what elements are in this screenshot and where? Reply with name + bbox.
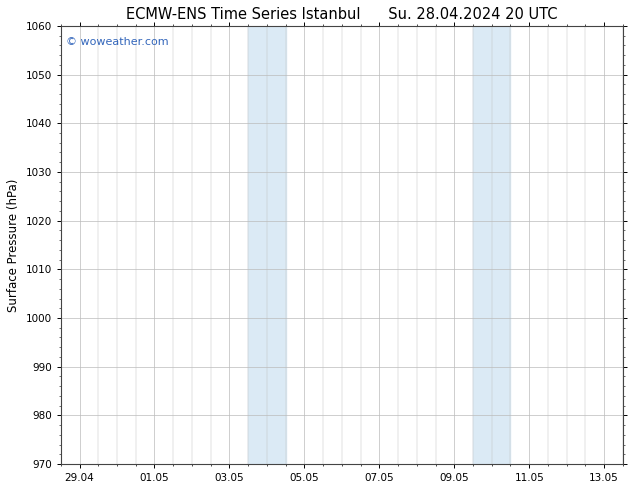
Text: © woweather.com: © woweather.com	[67, 37, 169, 47]
Bar	[492, 26, 510, 464]
Bar	[473, 26, 492, 464]
Bar	[248, 26, 267, 464]
Bar	[267, 26, 286, 464]
Title: ECMW-ENS Time Series Istanbul      Su. 28.04.2024 20 UTC: ECMW-ENS Time Series Istanbul Su. 28.04.…	[126, 7, 557, 22]
Y-axis label: Surface Pressure (hPa): Surface Pressure (hPa)	[7, 178, 20, 312]
